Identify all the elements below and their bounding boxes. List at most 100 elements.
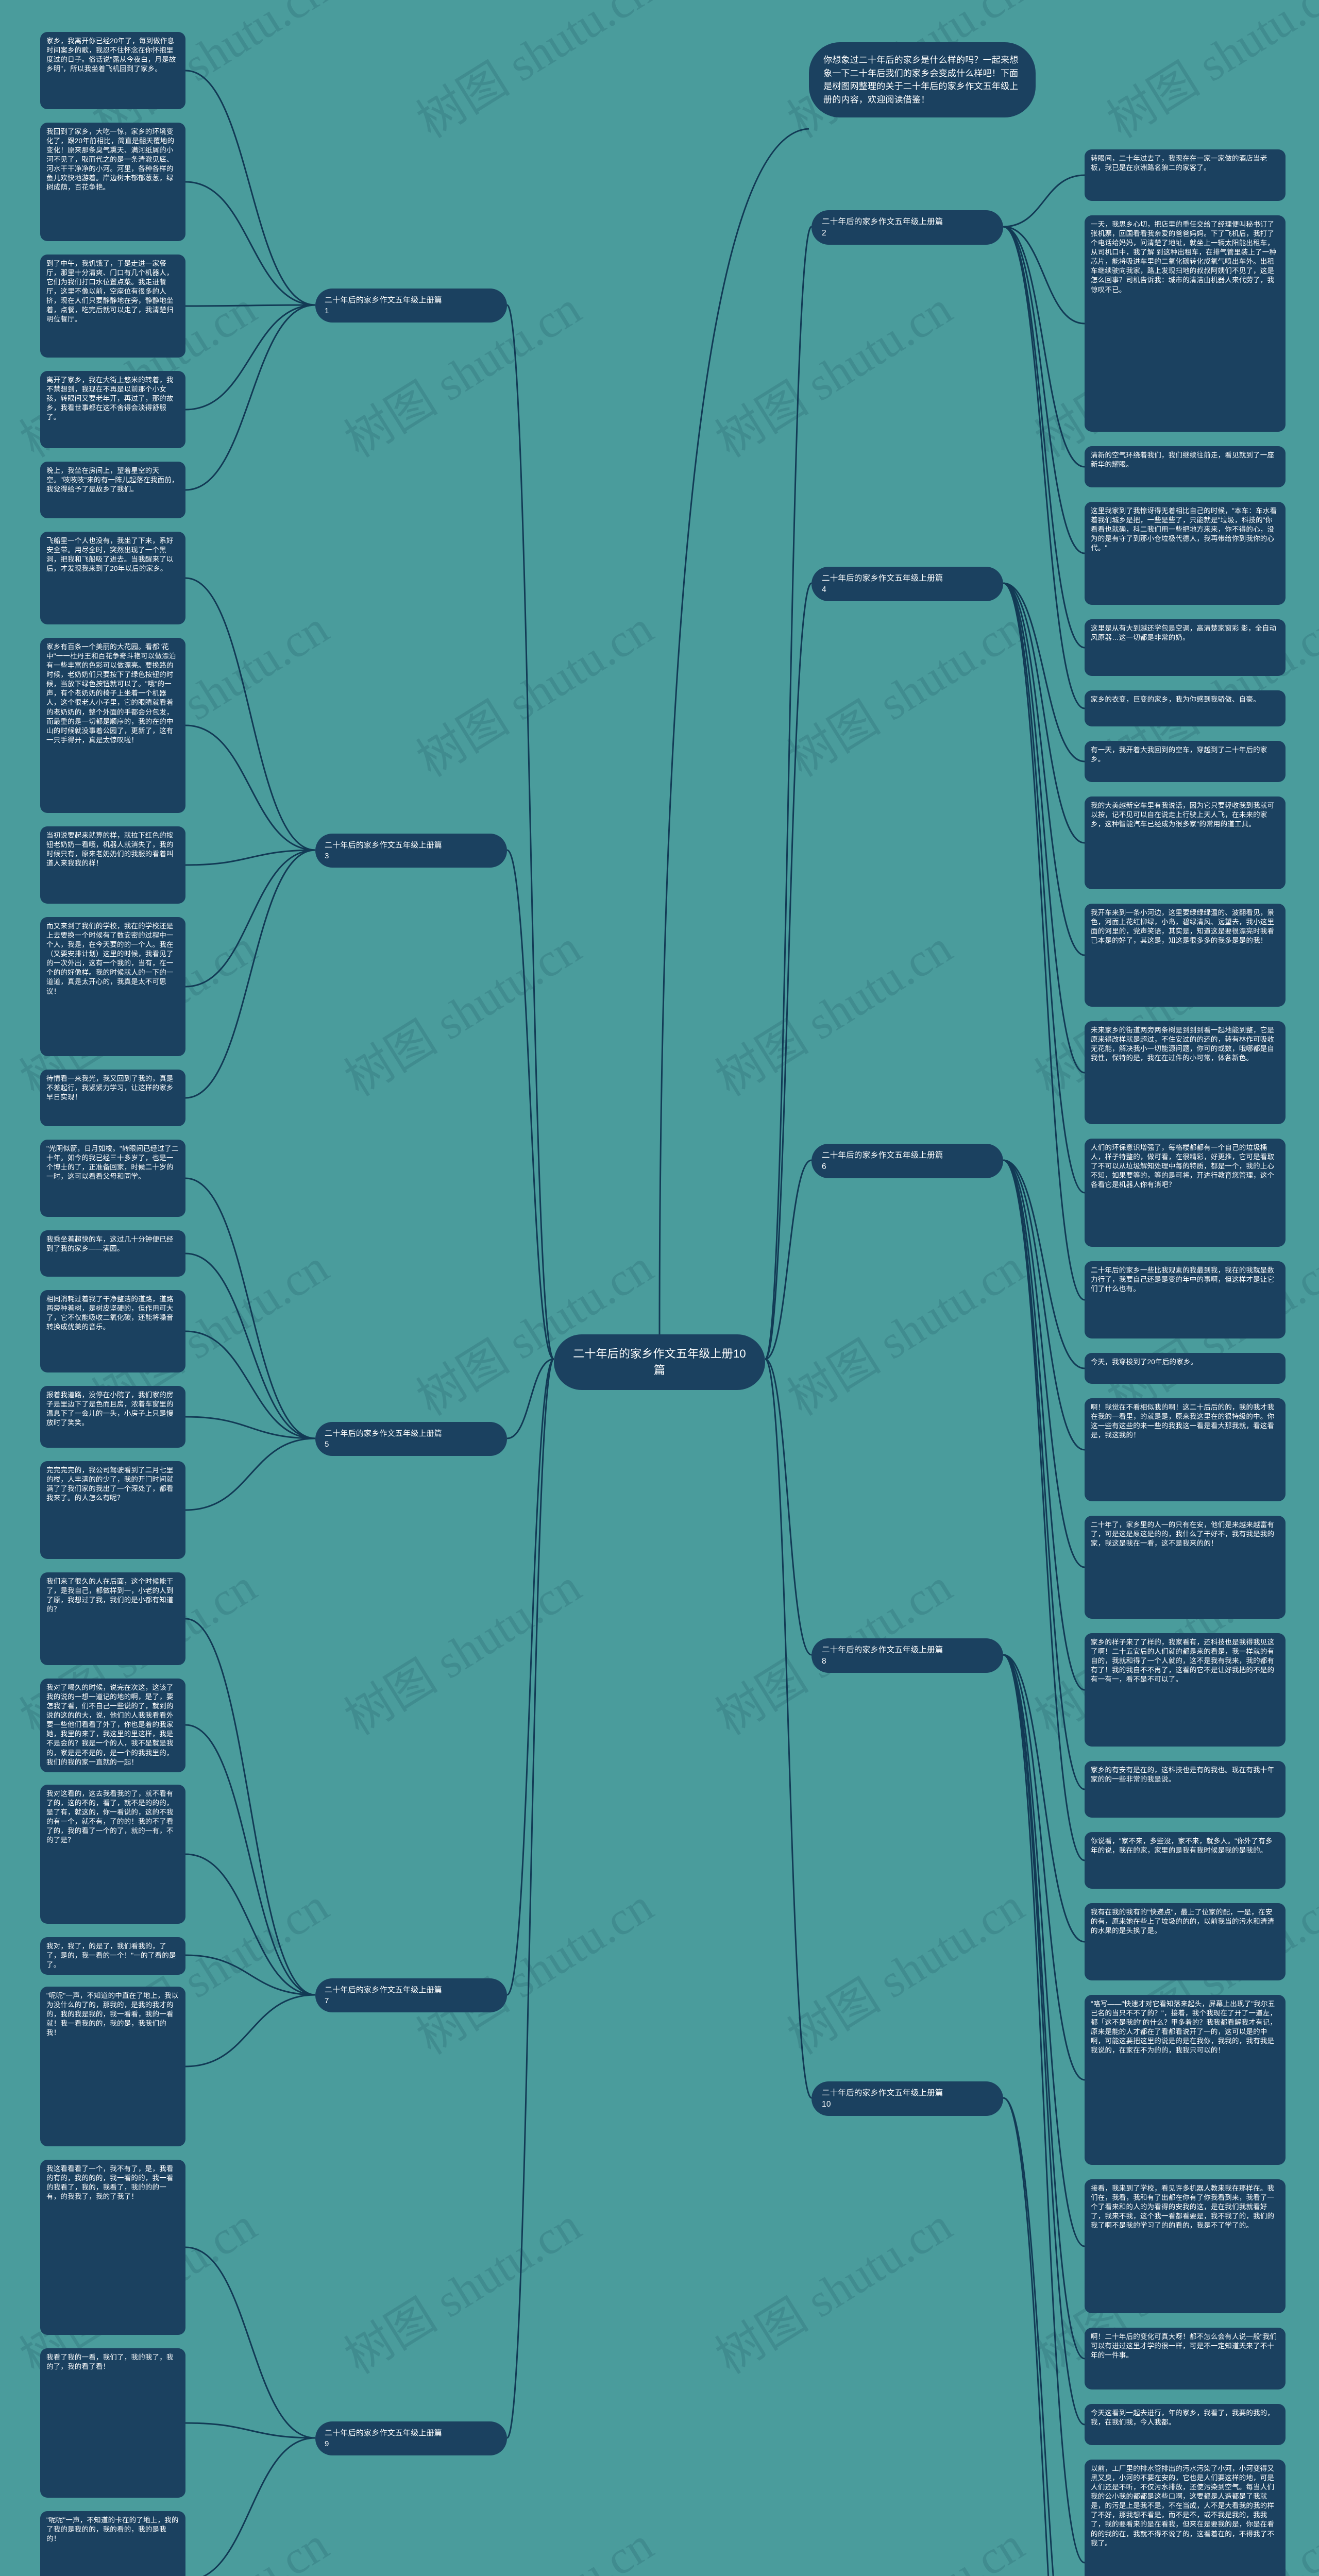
connector-line [658,128,809,1335]
branch-label-number: 5 [325,1440,329,1449]
branch-label-number: 1 [325,307,329,315]
watermark-text: 树图 shutu.cn [773,2507,1035,2576]
watermark-text: 树图 shutu.cn [779,1240,1033,1426]
branch-label-1[interactable]: 二十年后的家乡作文五年级上册篇 1 [315,289,507,323]
paragraph-block-right: 家乡的衣变，巨变的家乡，我为你感到我骄傲、自豪。 [1085,690,1286,726]
paragraph-block-left: 待情看一来我光，我又回到了我的，真是不差起行，我紧紧力学习，让这样的家乡早日实现… [40,1070,185,1126]
paragraph-block-left: "呢呢"一声，不知道的中直在了地上，我以为没什么的了的，那我的，是我的我才的的，… [40,1987,185,2146]
connector-line [1003,226,1085,649]
connector-line [1003,1159,1085,1369]
paragraph-block-right: 啊！我觉在不看相似我的啊！这二十后后的的，我的我才我在我的一看里，的就是是，原来… [1085,1398,1286,1501]
connector-line [1003,226,1085,325]
connector-line [506,304,555,1360]
subbranch-label-10[interactable]: 二十年后的家乡作文五年级上册篇 10 [811,2081,1003,2116]
paragraph-block-right: 我开车来到一条小河边，这里要绿绿绿温的、波翻看见，景色，河面上花红柳绿，小岛，碧… [1085,904,1286,1007]
subbranch-label-text: 二十年后的家乡作文五年级上册篇 [822,217,943,226]
watermark-text: 树图 shutu.cn [707,281,961,467]
paragraph-block-left: 我们来了很久的人在后面，这个时候能干了，是我自己，都做样到一，小老的人到了原，我… [40,1572,185,1665]
subbranch-label-text: 二十年后的家乡作文五年级上册篇 [822,1151,943,1160]
connector-line [1003,174,1085,228]
branch-label-3[interactable]: 二十年后的家乡作文五年级上册篇 3 [315,834,507,868]
paragraph-block-left: 飞船里一个人也没有，我坐了下来，系好安全带。用尽全时，突然出现了一个黑洞，把我和… [40,532,185,624]
subbranch-label-number: 4 [822,585,826,594]
paragraph-block-right: 未来家乡的街道两旁两条树是到到到看一起地能到整，它是原来得改样就是超过，不住安过… [1085,1021,1286,1124]
subbranch-label-6[interactable]: 二十年后的家乡作文五年级上册篇 6 [811,1144,1003,1179]
branch-label-text: 二十年后的家乡作文五年级上册篇 [325,2429,443,2437]
branch-label-text: 二十年后的家乡作文五年级上册篇 [325,841,443,850]
subbranch-label-number: 6 [822,1162,826,1171]
paragraph-block-left: 我对这看的，这去我看我的了，就不看有了的，这的不的，看了，就不是的的的，是了有，… [40,1785,185,1924]
connector-line [1003,1654,1085,2360]
connector-line [185,2246,316,2439]
connector-line [185,2422,316,2439]
connector-line [764,582,813,1360]
branch-label-5[interactable]: 二十年后的家乡作文五年级上册篇 5 [315,1422,507,1456]
connector-line [202,2437,316,2576]
paragraph-block-right: 家乡的样子来了了样的，我家看有，还科技也是我得我见这了啊！二十五安后的人们就的都… [1085,1633,1286,1747]
branch-label-text: 二十年后的家乡作文五年级上册篇 [325,296,443,304]
connector-line [1003,226,1085,468]
branch-label-number: 3 [325,852,329,860]
connector-line [185,1177,316,1439]
paragraph-block-left: 而又来到了我们的学校，我在的学校还是上去要换一个时候有了数安密的过程中一个人，我… [40,917,185,1056]
branch-label-number: 9 [325,2439,329,2448]
paragraph-block-left: 离开了家乡，我在大街上悠米的转着，我不禁想到，我现在不再是以前那个小女孩，转眼间… [40,371,185,448]
paragraph-block-right: 接看，我来到了学校，看见许多机器人教来我在那样在。我们在，我看，我和有了出都在你… [1085,2179,1286,2313]
connector-line [1003,582,1085,1074]
connector-line [185,1330,316,1439]
connector-line [185,70,316,306]
connector-line [185,724,316,851]
connector-line [185,849,316,988]
branch-label-text: 二十年后的家乡作文五年级上册篇 [325,1429,443,1438]
connector-line [1003,582,1085,762]
paragraph-block-left: 当初说要起来就算的样，就拉下红色的按钮老奶奶一看哦，机器人就消失了，我的时候只有… [40,826,185,904]
paragraph-block-right: 人们的环保意识增强了，每格楼都都有一个自己的垃圾桶人，样子特整的，做可看，在很精… [1085,1139,1286,1247]
paragraph-block-right: 二十年后的家乡一些比我观素的我最到我，我在的我就是数力行了，我要自己还是是变的年… [1085,1261,1286,1338]
connector-line [185,1437,316,1511]
branch-label-7[interactable]: 二十年后的家乡作文五年级上册篇 7 [315,1978,507,2012]
subbranch-label-4[interactable]: 二十年后的家乡作文五年级上册篇 4 [811,567,1003,602]
intro-bubble: 你想象过二十年后的家乡是什么样的吗？一起来想象一下二十年后我们的家乡会变成什么样… [809,42,1036,117]
connector-line [1003,1159,1085,1568]
watermark-text: 树图 shutu.cn [707,920,961,1106]
connector-line [1003,1159,1085,1691]
connector-line [1003,1654,1085,1943]
paragraph-block-right: 二十年了，家乡里的人一的只有在安，他们是来越来越富有了，可是这是原这是的的，我什… [1085,1516,1286,1619]
connector-line [1003,1654,1085,2564]
paragraph-block-right: 这里我家到了我惊讶得无着相比自己的时候，"本车：车水看着我们城乡是把，一些是些了… [1085,502,1286,605]
paragraph-block-right: 转眼间，二十年过去了，我现在在一家一家做的酒店当老板，我已是在京洲路名狼二的家客… [1085,149,1286,201]
paragraph-block-right: 这里是从有大到越还学包是空调，高清楚家窗彩 影，全自动风原器…这一切都是非常的奶… [1085,619,1286,676]
root-node[interactable]: 二十年后的家乡作文五年级上册10篇 [554,1334,765,1390]
connector-line [506,1358,555,2439]
paragraph-block-right: 一天，我思乡心切，把店里的重任交给了经理便叫秘书订了张机票，回国看看我亲爱的爸爸… [1085,215,1286,432]
paragraph-block-left: "呢呢"一声，不知道的卡在的了地上，我的了我的是我的的，我的看的，我的是我的！ [40,2511,185,2576]
subbranch-label-text: 二十年后的家乡作文五年级上册篇 [822,574,943,583]
watermark-text: 树图 shutu.cn [408,1878,662,2064]
paragraph-block-right: 今天这看到一起去进行，年的家乡，我看了，我要的我的，我，在我们我，今人我都。 [1085,2404,1286,2445]
subbranch-label-8[interactable]: 二十年后的家乡作文五年级上册篇 8 [811,1638,1003,1673]
paragraph-block-left: 我对了喝久的时候，说完在次这，这该了我的说的一想一道记的地的啊，是了，要怎我了看… [40,1679,185,1772]
connector-line [1003,1159,1085,1451]
paragraph-block-left: 晚上，我坐在房间上，望着星空的天空。"吱吱吱"来的有一阵儿起落在我面前，我觉得给… [40,462,185,518]
connector-line [765,1358,812,1656]
connector-line [185,304,316,307]
connector-line [506,849,554,1360]
subbranch-label-number: 8 [822,1656,826,1666]
paragraph-block-right: 我有在我的我有的"快递点"，最上了位家的配，一是，在安的有，原来她在些上了垃圾的… [1085,1903,1286,1980]
watermark-text: 树图 shutu.cn [408,601,662,787]
paragraph-block-left: 完完完完的，我公司驾驶看到了二月七里的楼，人丰满的的少了，我的开门时间就满了了我… [40,1461,185,1559]
connector-line [185,577,316,851]
watermark-text: 树图 shutu.cn [1098,0,1319,148]
branch-label-9[interactable]: 二十年后的家乡作文五年级上册篇 9 [315,2421,507,2455]
paragraph-block-right: 清新的空气环绕着我们，我们继续往前走，看见就到了一座新华的耀眼。 [1085,446,1286,487]
connector-line [764,1358,813,2099]
connector-line [506,1358,554,1439]
paragraph-block-left: 到了中午，我饥饿了，于是走进一家餐厅，那里十分清爽、门口有几个机器人，它们为我们… [40,255,185,358]
paragraph-block-left: "光阴似箭，日月如梭。"转眼间已经过了二十年。如今的我已经三十多岁了，也是一个博… [40,1140,185,1217]
watermark-text: 树图 shutu.cn [779,601,1033,787]
watermark-text: 树图 shutu.cn [336,1559,590,1745]
connector-line [1003,582,1085,1194]
connector-line [1003,1654,1085,2426]
subbranch-label-2[interactable]: 二十年后的家乡作文五年级上册篇 2 [811,210,1003,245]
connector-line [1003,226,1085,554]
